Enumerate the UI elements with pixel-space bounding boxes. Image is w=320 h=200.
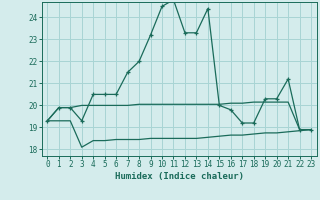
X-axis label: Humidex (Indice chaleur): Humidex (Indice chaleur) (115, 172, 244, 181)
